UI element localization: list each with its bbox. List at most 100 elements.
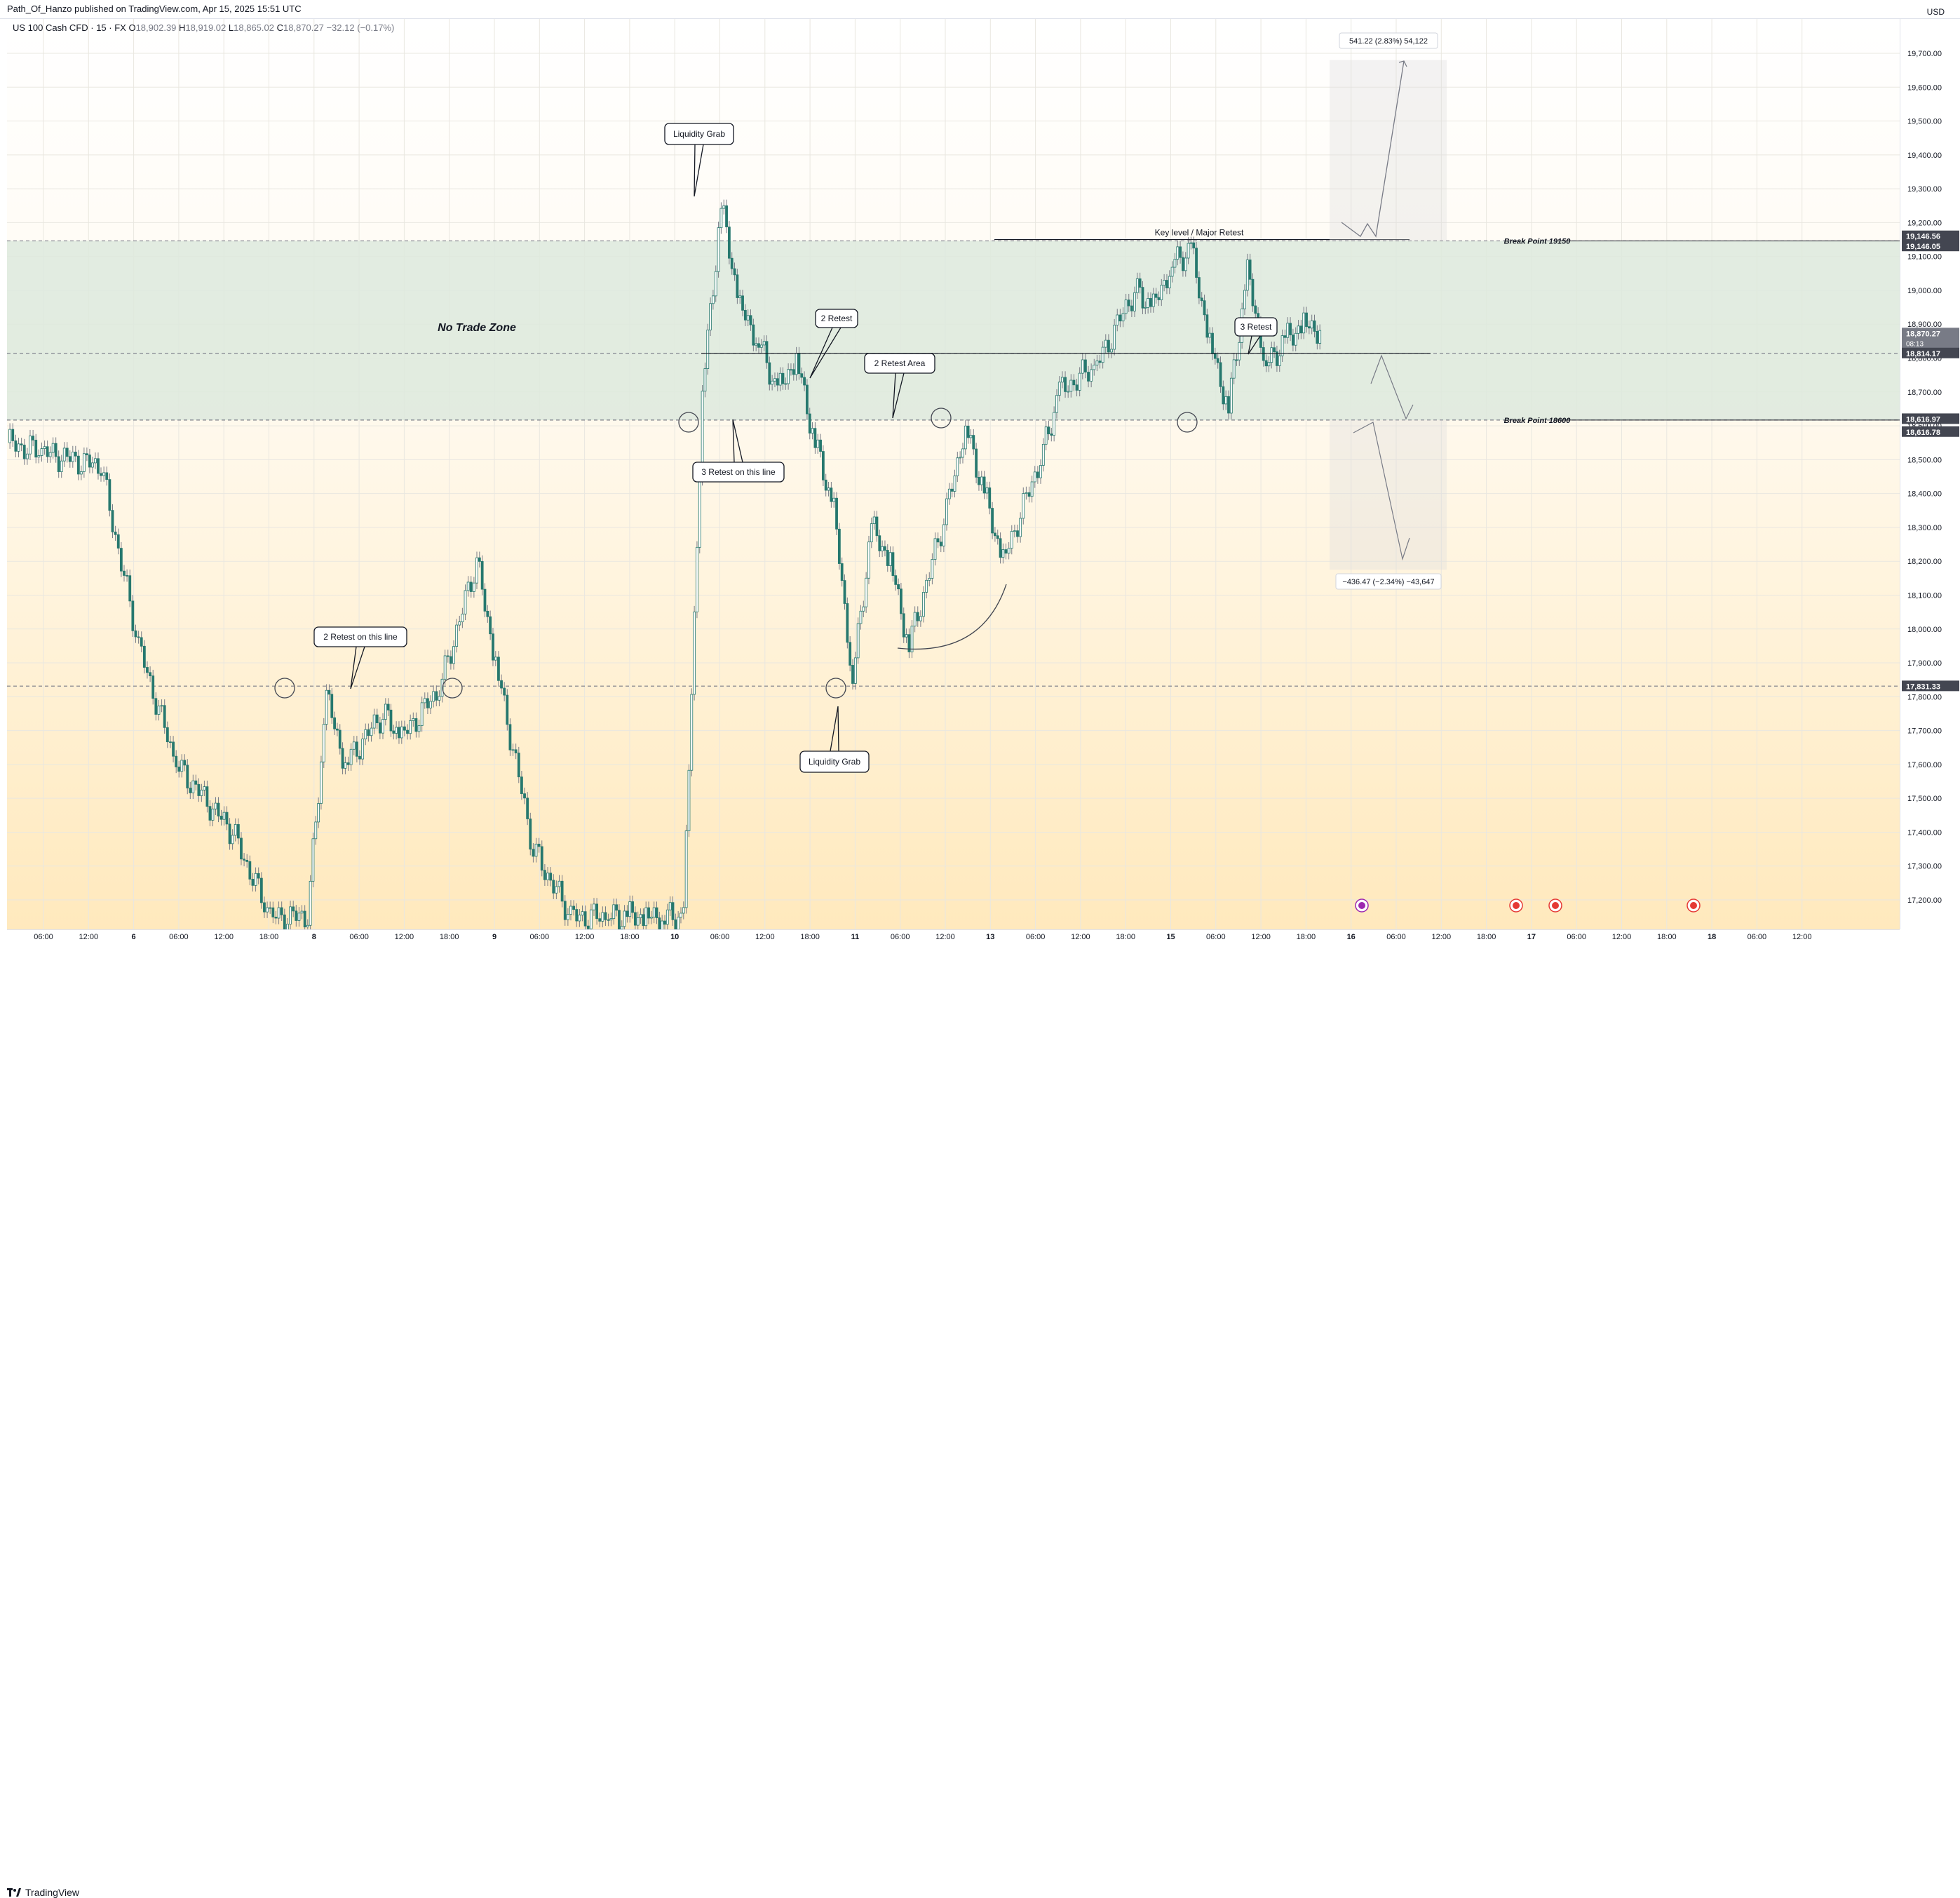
candle	[803, 377, 806, 386]
candle	[289, 906, 292, 924]
candle	[853, 657, 857, 684]
candle	[1133, 292, 1136, 311]
candle	[566, 914, 569, 920]
no-trade-zone-box[interactable]	[7, 241, 1900, 420]
retest-circle[interactable]	[442, 678, 463, 699]
price-badge[interactable]	[1902, 241, 1959, 252]
two-retest-area[interactable]: 2 Retest Area	[864, 353, 935, 419]
candle	[314, 821, 318, 840]
candle	[749, 315, 752, 325]
retest-circle[interactable]	[274, 678, 295, 699]
candle	[966, 425, 970, 438]
candle	[414, 718, 418, 732]
three-retest-line-text: 3 Retest on this line	[701, 467, 776, 477]
retest-circle[interactable]	[678, 412, 699, 433]
candle	[1104, 339, 1107, 348]
candle	[1184, 257, 1187, 271]
candle	[800, 373, 804, 378]
long-target-tag[interactable]: 541.22 (2.83%) 54,122	[1339, 32, 1438, 49]
price-axis-svg[interactable]: 19,700.00 19,600.00 19,500.00 19,400.00 19,3…	[1900, 19, 1960, 929]
short-target-box	[1335, 573, 1442, 590]
candle	[180, 760, 184, 772]
candle	[438, 696, 441, 701]
candle	[386, 704, 390, 711]
candle	[22, 445, 26, 459]
time-tick-label: 18:00	[1657, 933, 1677, 941]
retest-circle[interactable]	[931, 408, 952, 429]
price-series[interactable]	[8, 199, 1322, 929]
candle	[486, 610, 489, 617]
candle	[534, 843, 538, 857]
candle	[964, 425, 967, 450]
time-tick-label: 16	[1347, 933, 1356, 941]
candle	[1211, 332, 1214, 354]
candle	[157, 706, 161, 715]
two-retest-small[interactable]: 2 Retest	[809, 309, 858, 379]
price-badge[interactable]	[1902, 680, 1959, 692]
candle	[736, 274, 739, 298]
three-retest-small[interactable]: 3 Retest	[1234, 317, 1278, 355]
candle	[364, 729, 367, 740]
candle	[781, 372, 785, 384]
candle	[1047, 426, 1050, 435]
candle	[489, 616, 492, 635]
price-badge[interactable]	[1902, 413, 1959, 424]
three-retest-line[interactable]: 3 Retest on this line	[692, 419, 785, 483]
candle	[271, 907, 275, 917]
price-tick-label: 19,400.00	[1907, 152, 1942, 160]
candle	[349, 748, 353, 765]
price-badge[interactable]	[1902, 347, 1959, 358]
top-bar: Path_Of_Hanzo published on TradingView.c…	[0, 0, 1960, 19]
short-target-tag[interactable]: −436.47 (−2.34%) −43,647	[1335, 573, 1442, 590]
candle	[936, 538, 940, 543]
candle	[709, 303, 712, 330]
footer: TradingView	[0, 942, 1960, 1898]
two-retest-line[interactable]: 2 Retest on this line	[313, 626, 407, 689]
chart-svg[interactable]: Key level / Major Retest Break Point 1915…	[7, 19, 1900, 929]
candle	[1050, 433, 1053, 436]
short-projection-box[interactable]	[1330, 419, 1447, 570]
candle	[71, 452, 74, 462]
candle	[500, 680, 503, 689]
long-path-arrow[interactable]	[1341, 60, 1405, 238]
price-badge[interactable]	[1902, 230, 1959, 241]
candle	[902, 613, 905, 638]
candle	[1273, 347, 1276, 352]
candle	[980, 476, 983, 485]
retest-circle[interactable]	[1177, 412, 1198, 433]
three-retest-line-tail	[732, 419, 743, 463]
symbol-name[interactable]: US 100 Cash CFD · 15 · FX	[13, 22, 126, 33]
candle	[1138, 278, 1142, 288]
candle	[398, 727, 400, 739]
candle	[647, 907, 650, 919]
time-tick-label: 06:00	[169, 933, 189, 941]
candle	[1095, 361, 1099, 365]
rounded-bottom-curve[interactable]	[897, 584, 1007, 650]
candle	[661, 920, 664, 929]
liquidity-grab-bottom[interactable]: Liquidity Grab	[799, 706, 870, 773]
candle	[1107, 339, 1110, 353]
short-path-arrow[interactable]	[1353, 422, 1410, 561]
price-tick-label: 17,200.00	[1907, 896, 1942, 905]
price-tick-label: 19,100.00	[1907, 253, 1942, 262]
price-axis[interactable]: 19,700.00 19,600.00 19,500.00 19,400.00 19,3…	[1900, 19, 1960, 929]
retest-circle[interactable]	[825, 678, 846, 699]
candle	[655, 907, 658, 918]
candle	[131, 600, 135, 631]
time-tick-label: 12:00	[1612, 933, 1632, 941]
liquidity-grab-bottom-tail	[830, 706, 839, 752]
candle	[435, 691, 438, 701]
candle	[508, 724, 512, 751]
time-axis[interactable]: 06:00 12:00 6 06:00 12:00 18:00 8 06:00 12:00 18:…	[7, 929, 1900, 943]
long-projection-box[interactable]	[1330, 60, 1447, 241]
mid-path-arrow[interactable]	[1370, 354, 1414, 420]
liquidity-grab-top[interactable]: Liquidity Grab	[664, 123, 734, 197]
price-badge[interactable]	[1902, 328, 1959, 349]
brand[interactable]: TradingView	[7, 1887, 79, 1898]
candle	[395, 727, 398, 734]
price-tick-label: 18,200.00	[1907, 558, 1942, 566]
price-badge[interactable]	[1902, 426, 1959, 437]
candle	[1276, 351, 1278, 366]
chart-area[interactable]: Key level / Major Retest Break Point 1915…	[7, 19, 1900, 929]
time-axis-svg[interactable]: 06:00 12:00 6 06:00 12:00 18:00 8 06:00 12:00 18:…	[7, 930, 1900, 943]
